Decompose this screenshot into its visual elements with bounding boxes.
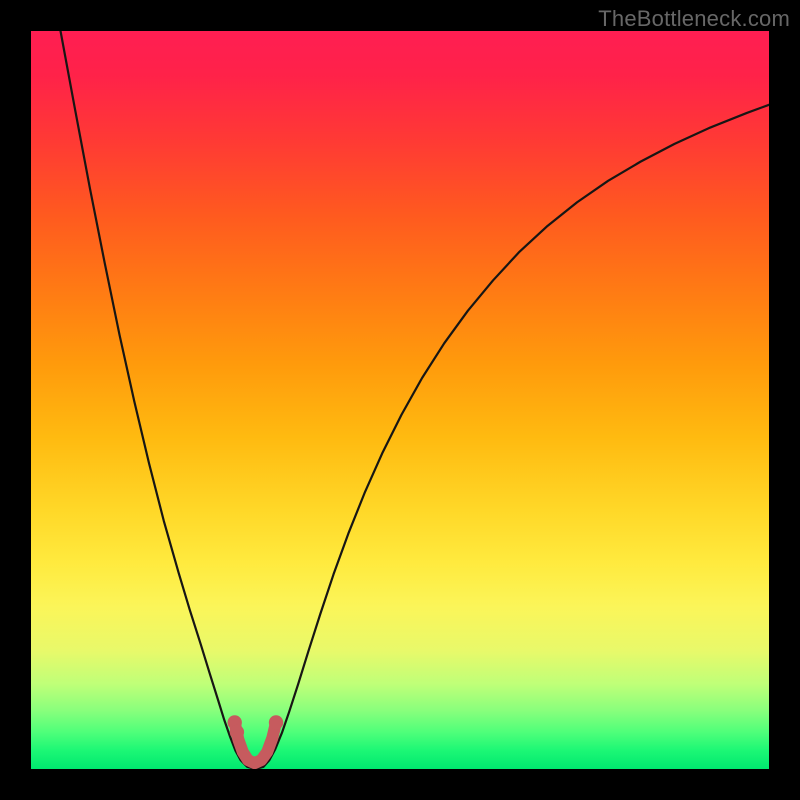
- plot-area: [31, 31, 769, 769]
- chart-frame: TheBottleneck.com: [0, 0, 800, 800]
- chart-svg: [31, 31, 769, 769]
- gradient-background: [31, 31, 769, 769]
- attribution-label: TheBottleneck.com: [598, 6, 790, 32]
